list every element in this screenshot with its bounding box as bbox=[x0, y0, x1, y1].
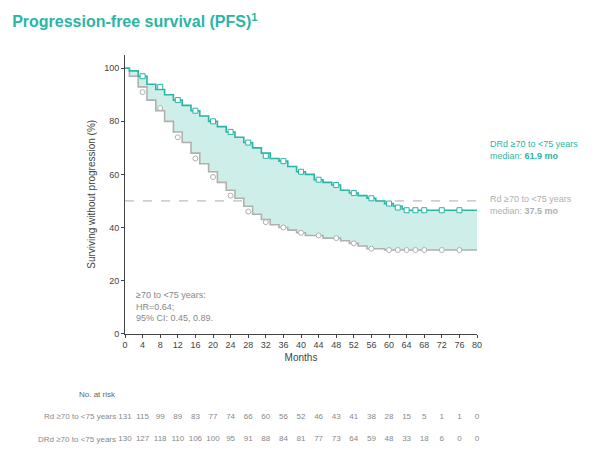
svg-text:72: 72 bbox=[437, 340, 447, 350]
svg-text:12: 12 bbox=[173, 340, 183, 350]
svg-text:48: 48 bbox=[331, 340, 341, 350]
svg-text:84: 84 bbox=[279, 434, 288, 443]
svg-text:33: 33 bbox=[402, 434, 411, 443]
svg-text:15: 15 bbox=[402, 412, 411, 421]
svg-text:24: 24 bbox=[226, 340, 236, 350]
svg-text:131: 131 bbox=[118, 412, 132, 421]
svg-text:89: 89 bbox=[173, 412, 182, 421]
svg-text:64: 64 bbox=[349, 434, 358, 443]
svg-text:77: 77 bbox=[314, 434, 323, 443]
svg-text:76: 76 bbox=[454, 340, 464, 350]
svg-text:59: 59 bbox=[367, 434, 376, 443]
svg-text:1: 1 bbox=[457, 412, 462, 421]
svg-text:DRd ≥70 to <75 years: DRd ≥70 to <75 years bbox=[38, 435, 116, 444]
svg-text:0: 0 bbox=[122, 340, 127, 350]
svg-text:83: 83 bbox=[191, 412, 200, 421]
svg-text:Progression-free survival (PFS: Progression-free survival (PFS)​1​ bbox=[12, 11, 257, 31]
svg-text:60: 60 bbox=[109, 170, 119, 180]
svg-text:Surviving without progression: Surviving without progression (%) bbox=[86, 120, 97, 269]
svg-text:0: 0 bbox=[457, 434, 462, 443]
svg-text:68: 68 bbox=[419, 340, 429, 350]
svg-text:38: 38 bbox=[367, 412, 376, 421]
svg-text:No. at risk: No. at risk bbox=[79, 390, 116, 399]
svg-text:43: 43 bbox=[332, 412, 341, 421]
svg-text:52: 52 bbox=[297, 412, 306, 421]
svg-text:74: 74 bbox=[226, 412, 235, 421]
svg-text:118: 118 bbox=[154, 434, 167, 443]
svg-text:91: 91 bbox=[244, 434, 253, 443]
svg-text:8: 8 bbox=[158, 340, 163, 350]
svg-text:77: 77 bbox=[209, 412, 218, 421]
svg-text:100: 100 bbox=[206, 434, 220, 443]
svg-text:0: 0 bbox=[475, 412, 480, 421]
svg-text:28: 28 bbox=[243, 340, 253, 350]
svg-text:18: 18 bbox=[420, 434, 429, 443]
svg-text:0: 0 bbox=[475, 434, 480, 443]
svg-text:81: 81 bbox=[297, 434, 306, 443]
svg-text:100: 100 bbox=[104, 63, 119, 73]
svg-text:32: 32 bbox=[261, 340, 271, 350]
svg-text:56: 56 bbox=[279, 412, 288, 421]
svg-text:127: 127 bbox=[136, 434, 150, 443]
svg-text:106: 106 bbox=[189, 434, 203, 443]
svg-text:1: 1 bbox=[440, 412, 445, 421]
svg-text:Months: Months bbox=[285, 352, 318, 363]
svg-text:Rd ≥70 to <75 years: Rd ≥70 to <75 years bbox=[44, 412, 116, 421]
svg-text:6: 6 bbox=[440, 434, 445, 443]
svg-text:66: 66 bbox=[244, 412, 253, 421]
svg-text:80: 80 bbox=[472, 340, 482, 350]
svg-text:20: 20 bbox=[109, 276, 119, 286]
svg-text:95: 95 bbox=[226, 434, 235, 443]
svg-text:60: 60 bbox=[261, 412, 270, 421]
svg-text:≥70 to <75 years:HR=0.64;95% C: ≥70 to <75 years:HR=0.64;95% CI: 0.45, 0… bbox=[136, 290, 213, 323]
svg-text:48: 48 bbox=[385, 434, 394, 443]
svg-text:52: 52 bbox=[349, 340, 359, 350]
svg-text:46: 46 bbox=[314, 412, 323, 421]
svg-text:60: 60 bbox=[384, 340, 394, 350]
svg-text:115: 115 bbox=[136, 412, 149, 421]
svg-text:64: 64 bbox=[402, 340, 412, 350]
svg-text:28: 28 bbox=[385, 412, 394, 421]
svg-text:Rd ≥70 to <75 yearsmedian: 37.: Rd ≥70 to <75 yearsmedian: 37.5 mo bbox=[490, 194, 572, 216]
svg-text:DRd ≥70 to <75 yearsmedian: 61: DRd ≥70 to <75 yearsmedian: 61.9 mo bbox=[490, 139, 578, 161]
svg-text:0: 0 bbox=[114, 329, 119, 339]
svg-text:130: 130 bbox=[118, 434, 132, 443]
svg-text:88: 88 bbox=[261, 434, 270, 443]
svg-text:80: 80 bbox=[109, 116, 119, 126]
svg-text:56: 56 bbox=[366, 340, 376, 350]
svg-text:110: 110 bbox=[171, 434, 184, 443]
svg-text:73: 73 bbox=[332, 434, 341, 443]
svg-text:5: 5 bbox=[422, 412, 427, 421]
svg-text:4: 4 bbox=[140, 340, 145, 350]
svg-text:99: 99 bbox=[156, 412, 165, 421]
svg-text:41: 41 bbox=[349, 412, 358, 421]
svg-text:40: 40 bbox=[296, 340, 306, 350]
svg-text:20: 20 bbox=[208, 340, 218, 350]
svg-text:36: 36 bbox=[278, 340, 288, 350]
svg-text:44: 44 bbox=[314, 340, 324, 350]
svg-text:40: 40 bbox=[109, 223, 119, 233]
svg-text:16: 16 bbox=[190, 340, 200, 350]
